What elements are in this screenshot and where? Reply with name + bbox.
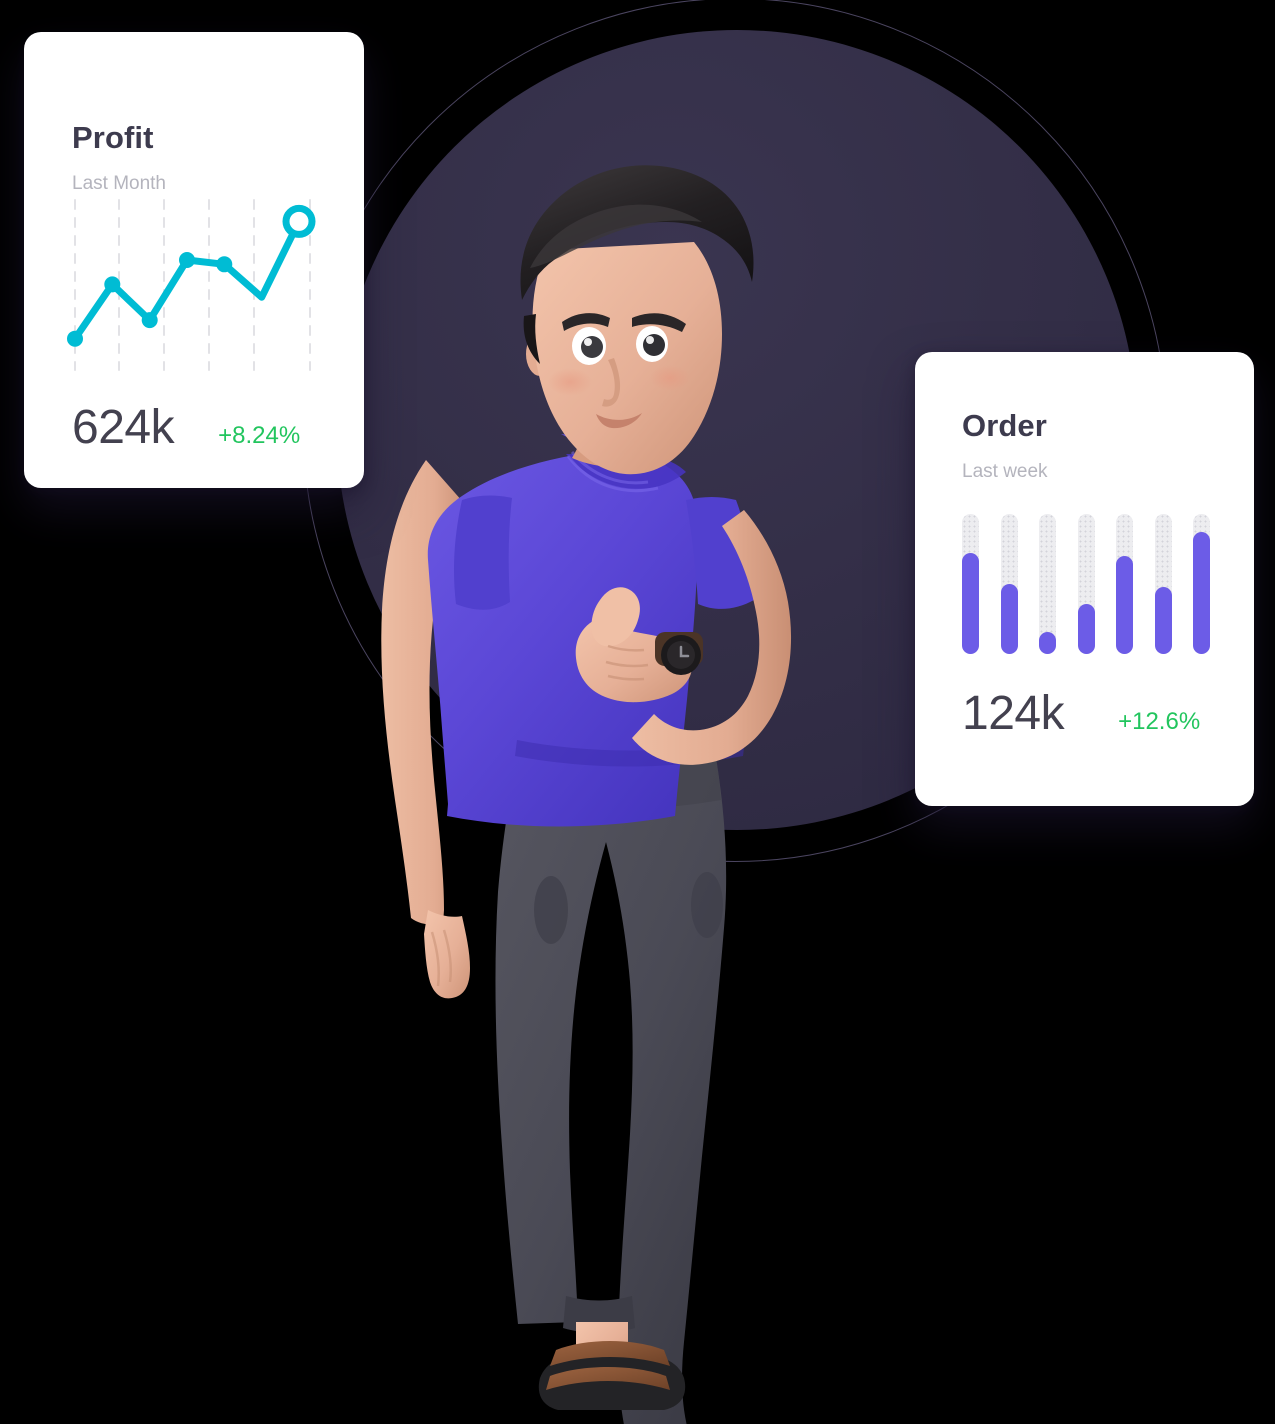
chart-data-points	[67, 252, 233, 347]
bar-fill	[962, 553, 979, 654]
bar-fill	[1039, 631, 1056, 654]
bar-track	[1154, 514, 1172, 654]
character-feet	[538, 1322, 686, 1410]
order-delta-badge: +12.6%	[1118, 708, 1201, 735]
bar-track	[1039, 514, 1056, 654]
bar-fill	[1193, 532, 1210, 654]
profit-line-chart	[67, 199, 342, 371]
profit-delta-badge: +8.24%	[218, 422, 301, 449]
bar-fill	[1116, 556, 1133, 654]
wrist-watch-icon	[655, 632, 703, 675]
bar-fill	[1077, 603, 1095, 654]
bar-track	[962, 514, 979, 654]
bar-track	[1000, 514, 1018, 654]
profit-value-row: 624k +8.24%	[72, 404, 300, 452]
order-card[interactable]: Order Last week 124k +12.6%	[915, 352, 1254, 806]
profit-value: 624k	[72, 401, 175, 454]
character-left-arm	[381, 460, 470, 999]
bar-fill	[1000, 584, 1018, 654]
bar-track	[1077, 514, 1095, 654]
order-value-row: 124k +12.6%	[962, 690, 1200, 738]
bar-fill	[1154, 586, 1172, 654]
sandal-straps	[546, 1341, 670, 1390]
order-bar-chart	[962, 514, 1210, 654]
order-card-subtitle: Last week	[962, 461, 1048, 482]
chart-last-point-marker	[282, 204, 316, 238]
order-card-title: Order	[962, 408, 1047, 443]
character-eyes	[572, 326, 668, 365]
profit-card-subtitle: Last Month	[72, 173, 166, 194]
profit-card-title: Profit	[72, 120, 154, 155]
order-value: 124k	[962, 687, 1065, 740]
profit-card[interactable]: Profit Last Month	[24, 32, 364, 488]
character-right-arm	[575, 510, 792, 765]
bar-track	[1116, 514, 1133, 654]
bar-track	[1193, 514, 1210, 654]
character-head	[520, 165, 754, 475]
